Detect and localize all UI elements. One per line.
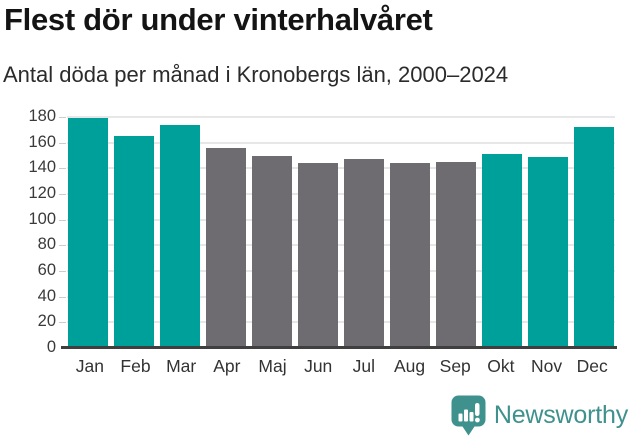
bar-jul	[344, 159, 384, 348]
x-tick-label: Mar	[166, 356, 197, 376]
y-tick-label: 80	[37, 235, 56, 254]
y-tick-mark	[59, 142, 66, 144]
gridline	[67, 295, 615, 298]
x-tick-label: Apr	[213, 356, 241, 376]
x-tick-label: Jul	[352, 356, 376, 376]
newsworthy-logo-icon	[451, 395, 486, 436]
gridline	[67, 167, 615, 170]
y-tick-label: 0	[46, 338, 56, 357]
x-tick-label: Okt	[487, 356, 515, 376]
bar-maj	[252, 155, 292, 348]
x-tick-label: Nov	[530, 356, 563, 376]
bar-jan	[68, 118, 108, 348]
y-tick-mark	[59, 270, 66, 272]
y-tick-label: 40	[37, 286, 56, 305]
bar-apr	[206, 147, 246, 348]
gridline	[67, 141, 615, 144]
y-tick-mark	[59, 117, 66, 118]
gridline	[67, 269, 615, 272]
y-axis-labels: 0 20 40 60 80 100 120 140 160 180	[0, 107, 56, 356]
chart-subtitle: Antal döda per månad i Kronobergs län, 2…	[3, 62, 509, 87]
x-tick-label: Dec	[576, 356, 608, 376]
gridline	[67, 192, 615, 195]
gridline	[67, 321, 615, 324]
bar-nov	[528, 156, 568, 348]
gridline	[67, 218, 615, 221]
y-tick-mark	[59, 245, 66, 247]
bar-mar	[160, 124, 200, 348]
gridline	[67, 244, 615, 247]
bar-aug	[390, 163, 430, 348]
x-tick-label: Feb	[120, 356, 151, 376]
y-tick-mark	[59, 168, 66, 170]
x-tick-label: Jan	[75, 356, 104, 376]
x-tick-label: Maj	[258, 356, 287, 376]
bar-sep	[436, 161, 476, 348]
y-tick-mark	[59, 322, 66, 324]
x-tick-label: Aug	[393, 356, 426, 376]
page-title: Flest dör under vinterhalvåret	[4, 2, 433, 37]
plot-area	[59, 116, 617, 349]
y-tick-label: 160	[28, 132, 56, 151]
y-tick-label: 100	[28, 209, 56, 228]
bar-jun	[298, 163, 338, 348]
x-tick-label: Jun	[304, 356, 333, 376]
y-tick-mark	[59, 193, 66, 195]
x-axis-line	[61, 346, 617, 349]
bar-okt	[482, 154, 522, 348]
gridline	[67, 116, 615, 118]
bars	[68, 117, 614, 348]
brand-footer: Newsworthy	[450, 394, 628, 436]
x-tick-label: Sep	[439, 356, 471, 376]
bar-feb	[114, 136, 154, 348]
y-tick-mark	[59, 219, 66, 221]
y-tick-label: 20	[37, 312, 56, 331]
bar-dec	[574, 127, 614, 348]
y-tick-label: 180	[28, 107, 56, 126]
y-tick-label: 60	[37, 261, 56, 280]
y-tick-label: 140	[28, 158, 56, 177]
brand-name: Newsworthy	[493, 400, 628, 429]
y-tick-mark	[59, 296, 66, 298]
x-axis-labels: Jan Feb Mar Apr Maj Jun Jul Aug Sep Okt Nov Dec	[67, 356, 615, 377]
y-tick-label: 120	[28, 184, 56, 203]
